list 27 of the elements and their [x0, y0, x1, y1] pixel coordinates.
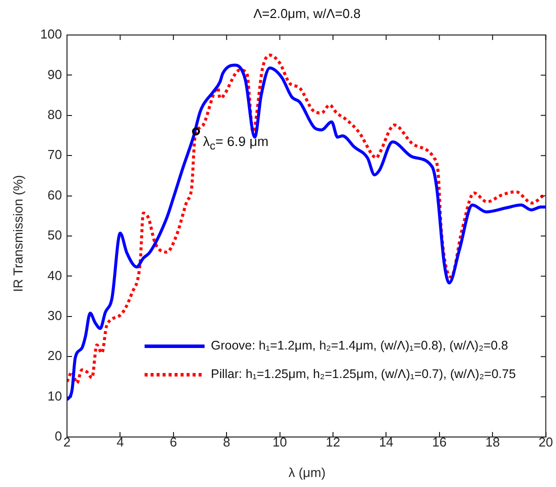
x-tick-label: 8: [222, 434, 230, 450]
x-tick-label: 16: [432, 434, 447, 450]
x-tick-label: 12: [326, 434, 340, 450]
x-tick-label: 6: [170, 434, 178, 450]
y-tick-label: 10: [48, 388, 62, 404]
y-tick-label: 30: [48, 308, 62, 323]
y-tick-label: 60: [48, 187, 62, 202]
legend-label: Pillar: h₁=1.25μm, h₂=1.25μm, (w/Λ)₁=0.7), (w/Λ)₂=0.75: [210, 367, 516, 382]
legend-label: Groove: h₁=1.2μm, h₂=1.4μm, (w/Λ)₁=0.8), (w/Λ)₂=0.8: [210, 338, 508, 353]
y-tick-label: 90: [48, 66, 62, 82]
x-tick-label: 2: [63, 434, 71, 450]
x-axis-title: λ (μm): [287, 465, 327, 480]
x-tick-label: 10: [272, 434, 288, 450]
x-tick-label: 14: [378, 434, 394, 450]
y-tick-label: 0: [54, 428, 62, 444]
y-tick-label: 50: [48, 228, 62, 243]
y-tick-label: 40: [48, 268, 62, 283]
y-tick-label: 20: [48, 348, 62, 364]
y-tick-label: 80: [48, 106, 62, 122]
chart-title: Λ=2.0μm, w/Λ=0.8: [252, 6, 362, 21]
y-tick-label: 70: [48, 147, 62, 162]
y-axis-title: IR Transmission (%): [10, 174, 26, 294]
x-tick-label: 20: [538, 434, 554, 450]
x-tick-label: 4: [116, 434, 124, 450]
x-tick-label: 18: [485, 434, 500, 450]
annotation: λ$_{c}$= 6.9 μm: [203, 134, 269, 154]
y-tick-label: 100: [40, 26, 62, 42]
